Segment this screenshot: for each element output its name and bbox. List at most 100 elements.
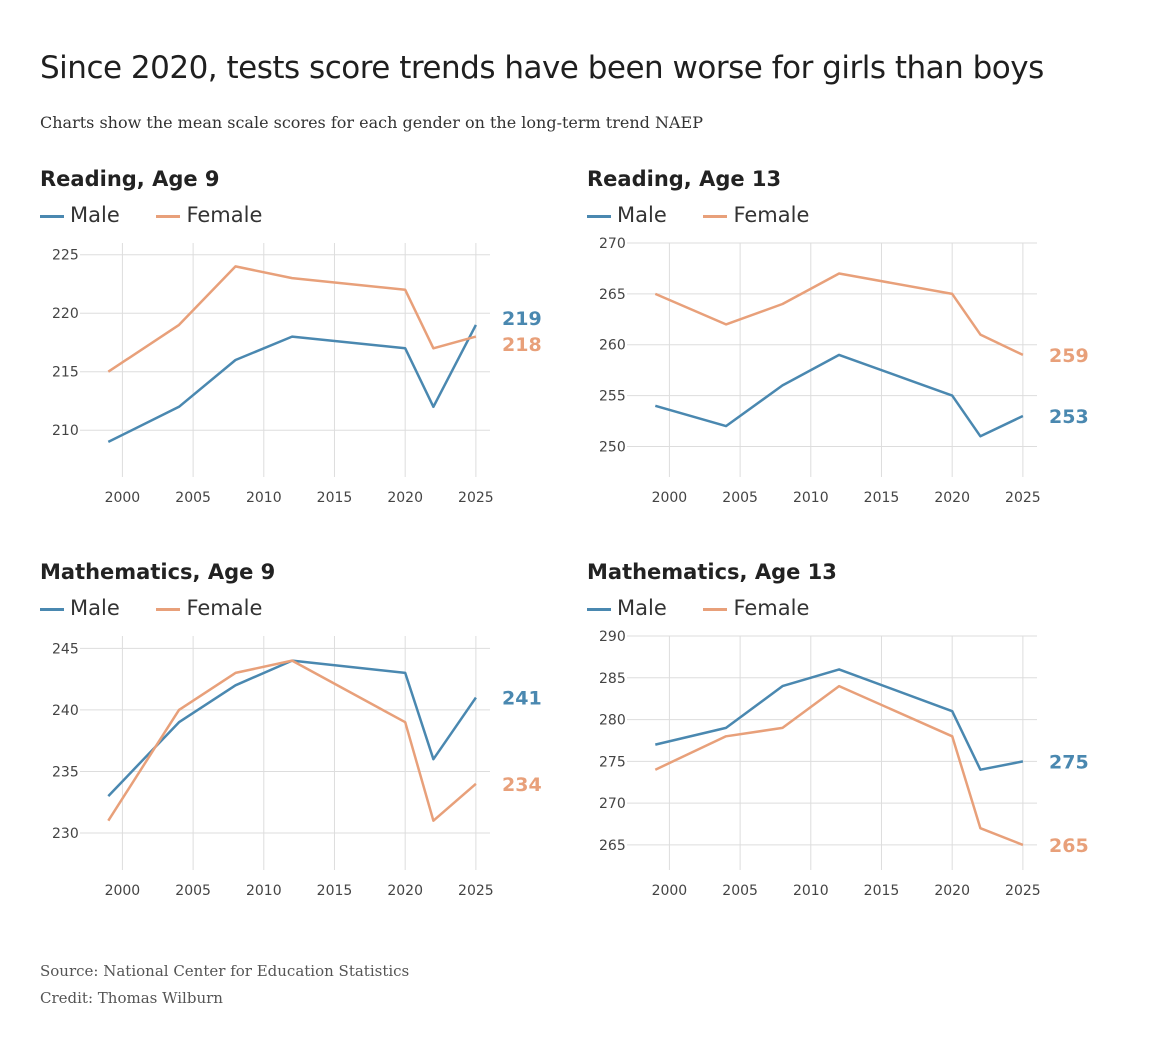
legend-label: Female (733, 203, 810, 227)
figure-subtitle: Charts show the mean scale scores for ea… (40, 113, 703, 132)
legend-item-male: Male (587, 203, 667, 227)
x-tick-label: 2015 (864, 490, 900, 506)
chart-legend: Male Female (587, 596, 839, 620)
y-tick-label: 265 (599, 287, 626, 303)
x-tick-label: 2000 (652, 883, 688, 899)
end-value-label-female: 234 (502, 774, 542, 796)
end-value-label-male: 275 (1049, 751, 1089, 773)
x-tick-label: 2005 (722, 490, 758, 506)
y-tick-label: 270 (599, 796, 626, 812)
chart-panel-mathematics-age-13: Mathematics, Age 13 Male Female 265 270 27… (587, 560, 1127, 930)
x-tick-label: 2005 (175, 490, 211, 506)
legend-swatch-male (587, 214, 611, 218)
end-value-label-female: 259 (1049, 345, 1089, 367)
legend-swatch-male (40, 214, 64, 218)
y-tick-label: 210 (52, 423, 79, 439)
x-tick-label: 2010 (793, 490, 829, 506)
y-tick-label: 285 (599, 671, 626, 687)
y-tick-label: 230 (52, 826, 79, 842)
x-tick-label: 2005 (175, 883, 211, 899)
chart-title: Reading, Age 13 (587, 167, 782, 191)
legend-label: Male (617, 203, 667, 227)
x-tick-label: 2010 (246, 490, 282, 506)
x-tick-label: 2025 (1005, 490, 1041, 506)
y-tick-label: 280 (599, 713, 626, 729)
chart-legend: Male Female (40, 596, 292, 620)
end-value-label-female: 218 (502, 334, 542, 356)
series-line-female (654, 684, 1024, 847)
x-tick-label: 2025 (458, 490, 494, 506)
x-tick-label: 2005 (722, 883, 758, 899)
x-tick-label: 2020 (934, 490, 970, 506)
y-tick-label: 260 (599, 338, 626, 354)
y-tick-label: 220 (52, 306, 79, 322)
legend-item-male: Male (40, 203, 120, 227)
legend-label: Female (186, 203, 263, 227)
legend-item-male: Male (587, 596, 667, 620)
x-tick-label: 2010 (793, 883, 829, 899)
x-tick-label: 2000 (105, 883, 141, 899)
chart-title: Mathematics, Age 9 (40, 560, 276, 584)
line-chart-reading-age-13: 250 255 260 265 270 2000 2005 2010 2015 2020 2025 2… (599, 237, 1089, 506)
y-tick-label: 290 (599, 630, 626, 645)
y-tick-label: 265 (599, 838, 626, 854)
line-chart-mathematics-age-9: 230 235 240 245 2000 2005 2010 2015 2020 2025 241 2… (52, 636, 542, 899)
y-tick-label: 225 (52, 248, 79, 264)
x-tick-label: 2015 (317, 490, 353, 506)
y-tick-label: 215 (52, 365, 79, 381)
legend-swatch-female (703, 214, 728, 218)
legend-label: Male (70, 203, 120, 227)
grid (627, 635, 1037, 870)
x-tick-label: 2000 (105, 490, 141, 506)
chart-panel-reading-age-9: Reading, Age 9 Male Female 210 215 220 225 2… (40, 167, 580, 537)
chart-legend: Male Female (40, 203, 292, 227)
source-note: Source: National Center for Education St… (40, 962, 410, 980)
chart-legend: Male Female (587, 203, 839, 227)
chart-title: Reading, Age 9 (40, 167, 220, 191)
chart-panel-reading-age-13: Reading, Age 13 Male Female 250 255 260 265… (587, 167, 1127, 537)
legend-item-male: Male (40, 596, 120, 620)
x-tick-label: 2015 (317, 883, 353, 899)
x-tick-label: 2020 (387, 883, 423, 899)
y-tick-label: 270 (599, 237, 626, 252)
legend-swatch-male (587, 607, 611, 611)
series-line-female (107, 659, 477, 822)
legend-swatch-female (156, 214, 181, 218)
x-tick-label: 2020 (934, 883, 970, 899)
x-tick-label: 2015 (864, 883, 900, 899)
series-line-male (107, 324, 478, 444)
x-tick-label: 2010 (246, 883, 282, 899)
end-value-label-male: 253 (1049, 406, 1089, 428)
legend-label: Male (617, 596, 667, 620)
legend-item-female: Female (156, 596, 262, 620)
x-tick-label: 2025 (1005, 883, 1041, 899)
end-value-label-male: 241 (502, 688, 542, 710)
x-tick-label: 2020 (387, 490, 423, 506)
grid (80, 243, 490, 477)
line-chart-reading-age-9: 210 215 220 225 2000 2005 2010 2015 2020 2025 219 2… (52, 243, 542, 506)
y-tick-label: 275 (599, 754, 626, 770)
x-tick-label: 2000 (652, 490, 688, 506)
legend-label: Female (733, 596, 810, 620)
credit-note: Credit: Thomas Wilburn (40, 989, 223, 1007)
legend-item-female: Female (703, 596, 809, 620)
end-value-label-female: 265 (1049, 835, 1089, 857)
series-line-male (654, 353, 1024, 438)
y-tick-label: 255 (599, 389, 626, 405)
legend-swatch-female (703, 607, 728, 611)
chart-title: Mathematics, Age 13 (587, 560, 837, 584)
end-value-label-male: 219 (502, 308, 542, 330)
line-chart-mathematics-age-13: 265 270 275 280 285 290 2000 2005 2010 2015 2020 20… (599, 630, 1089, 899)
legend-swatch-female (156, 607, 181, 611)
figure-title: Since 2020, tests score trends have been… (40, 50, 1044, 86)
series-line-female (107, 265, 477, 373)
legend-label: Female (186, 596, 263, 620)
y-tick-label: 235 (52, 764, 79, 780)
chart-panel-mathematics-age-9: Mathematics, Age 9 Male Female 230 235 240… (40, 560, 580, 930)
y-tick-label: 240 (52, 703, 79, 719)
y-tick-label: 250 (599, 439, 626, 455)
grid (80, 636, 490, 870)
legend-swatch-male (40, 607, 64, 611)
series-line-male (655, 668, 1024, 771)
